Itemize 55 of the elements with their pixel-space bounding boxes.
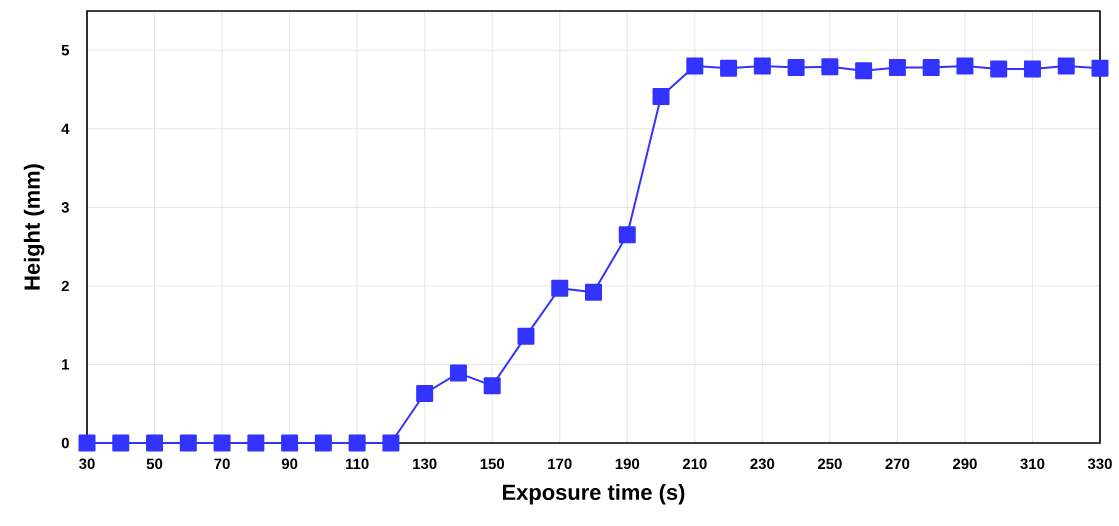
point	[855, 62, 873, 80]
point	[821, 58, 839, 76]
point	[1091, 59, 1109, 77]
point	[551, 279, 569, 297]
x-tick-label: 50	[146, 458, 163, 470]
point	[1023, 60, 1041, 78]
point	[179, 434, 197, 452]
point	[483, 377, 501, 395]
x-tick-label: 210	[682, 458, 707, 470]
point	[922, 59, 940, 77]
point	[888, 59, 906, 77]
y-tick-label: 4	[61, 123, 70, 134]
x-tick-label: 130	[413, 458, 437, 470]
point	[213, 434, 231, 452]
point	[618, 226, 636, 244]
point	[314, 434, 332, 452]
point	[146, 434, 164, 452]
x-axis-title: Exposure time (s)	[503, 483, 685, 505]
point	[449, 364, 467, 382]
x-tick-label: 170	[548, 458, 572, 470]
point	[585, 283, 602, 301]
point	[112, 434, 130, 452]
x-tick-label: 150	[480, 458, 505, 470]
x-tick-label: 270	[885, 458, 910, 470]
x-tick-label: 90	[281, 458, 298, 470]
point	[990, 60, 1008, 78]
point	[78, 434, 96, 452]
x-tick-label: 230	[750, 458, 775, 470]
point	[956, 57, 974, 75]
point	[348, 434, 366, 452]
x-tick-label: 30	[79, 458, 95, 470]
x-tick-label: 330	[1087, 458, 1112, 470]
x-tick-label: 110	[346, 458, 369, 470]
x-tick-label: 190	[615, 458, 640, 470]
point	[382, 434, 400, 452]
x-tick-label: 250	[817, 458, 842, 470]
y-axis-title: Height (mm)	[23, 164, 45, 290]
point	[517, 327, 535, 345]
y-tick-label: 3	[61, 202, 69, 213]
point	[1057, 57, 1075, 75]
point	[720, 59, 738, 77]
point	[416, 385, 434, 402]
y-tick-label: 1	[62, 359, 70, 370]
point	[686, 57, 704, 75]
point	[247, 434, 265, 452]
y-tick-label: 0	[61, 437, 69, 449]
x-tick-label: 290	[952, 458, 977, 470]
point	[787, 59, 805, 77]
x-tick-label: 310	[1020, 458, 1045, 470]
y-tick-label: 2	[61, 280, 69, 292]
point	[281, 434, 299, 452]
point	[753, 57, 771, 75]
y-tick-label: 5	[61, 45, 70, 56]
x-tick-label: 70	[214, 458, 230, 470]
point	[652, 88, 670, 106]
